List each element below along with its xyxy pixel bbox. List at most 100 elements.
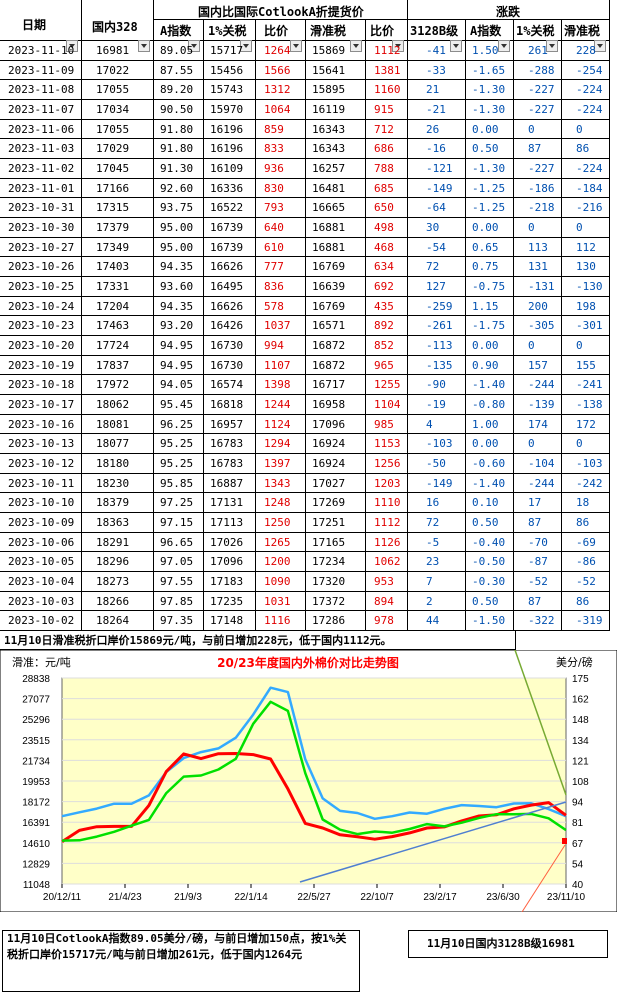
table-cell: 2023-10-19 <box>0 355 82 376</box>
filter-dropdown-button[interactable] <box>240 40 252 52</box>
table-cell: 16783 <box>204 454 256 474</box>
table-cell: 2023-10-11 <box>0 473 82 494</box>
table-cell: 2023-10-13 <box>0 434 82 455</box>
table-cell: 1112 <box>366 513 408 533</box>
y-tick-left: 16391 <box>22 818 50 829</box>
table-cell: 174 <box>514 414 562 435</box>
table-cell: 852 <box>366 336 408 356</box>
table-cell: 978 <box>366 611 408 632</box>
x-tick-label: 21/9/3 <box>174 892 202 903</box>
y-tick-left: 25296 <box>22 715 50 726</box>
table-cell: -218 <box>514 198 562 219</box>
table-cell: 18062 <box>82 395 154 415</box>
header-sliding-label: 滑准税 <box>310 24 347 38</box>
table-cell: 30 <box>408 218 466 238</box>
table-cell: -1.65 <box>466 60 514 81</box>
header-ratio1: 比价 <box>256 20 306 41</box>
table-cell: 1248 <box>256 493 306 514</box>
table-cell: 17724 <box>82 336 154 356</box>
table-cell: 18296 <box>82 552 154 573</box>
table-cell: -5 <box>408 532 466 553</box>
table-cell: 95.00 <box>154 237 204 258</box>
table-cell: 1244 <box>256 395 306 415</box>
table-cell: 18180 <box>82 454 154 474</box>
table-cell: 2023-10-25 <box>0 277 82 297</box>
table-cell: -135 <box>408 355 466 376</box>
table-cell: 1294 <box>256 434 306 455</box>
table-cell: -216 <box>562 198 610 219</box>
table-cell: 0.00 <box>466 434 514 455</box>
table-cell: 91.80 <box>154 139 204 159</box>
filter-dropdown-button[interactable] <box>350 40 362 52</box>
table-cell: 0.50 <box>466 513 514 533</box>
table-cell: 1.00 <box>466 414 514 435</box>
filter-dropdown-button[interactable] <box>450 40 462 52</box>
filter-dropdown-button[interactable] <box>546 40 558 52</box>
table-cell: -130 <box>562 277 610 297</box>
table-cell: 18077 <box>82 434 154 455</box>
table-cell: -186 <box>514 178 562 199</box>
table-cell: 16571 <box>306 316 366 337</box>
table-cell: 16717 <box>306 375 366 396</box>
table-cell: 1265 <box>256 532 306 553</box>
table-cell: 16739 <box>204 218 256 238</box>
table-cell: -139 <box>514 395 562 415</box>
table-cell: 2023-10-10 <box>0 493 82 514</box>
table-cell: 16924 <box>306 454 366 474</box>
table-cell: 953 <box>366 572 408 592</box>
table-cell: -0.50 <box>466 552 514 573</box>
table-cell: -244 <box>514 473 562 494</box>
table-cell: 16957 <box>204 414 256 435</box>
table-cell: 200 <box>514 296 562 317</box>
table-cell: -227 <box>514 80 562 100</box>
table-cell: 95.25 <box>154 434 204 455</box>
table-cell: -305 <box>514 316 562 337</box>
table-cell: 16924 <box>306 434 366 455</box>
table-cell: 16336 <box>204 178 256 199</box>
filter-dropdown-button[interactable] <box>594 40 606 52</box>
table-cell: 96.65 <box>154 532 204 553</box>
table-cell: 0 <box>562 218 610 238</box>
table-cell: 2023-10-30 <box>0 218 82 238</box>
table-cell: 15456 <box>204 60 256 81</box>
table-cell: 16343 <box>306 139 366 159</box>
table-cell: -103 <box>562 454 610 474</box>
table-cell: 2023-11-01 <box>0 178 82 199</box>
header-date: 日期 <box>0 0 82 41</box>
filter-dropdown-button[interactable] <box>392 40 404 52</box>
table-cell: -19 <box>408 395 466 415</box>
table-cell: -301 <box>562 316 610 337</box>
header-domestic: 国内328 <box>82 0 154 41</box>
table-cell: -288 <box>514 60 562 81</box>
table-cell: 15641 <box>306 60 366 81</box>
table-cell: 1343 <box>256 473 306 494</box>
table-cell: 16730 <box>204 336 256 356</box>
filter-dropdown-button[interactable] <box>66 40 78 52</box>
table-cell: 0 <box>562 434 610 455</box>
filter-dropdown-button[interactable] <box>188 40 200 52</box>
table-cell: 95.45 <box>154 395 204 415</box>
table-cell: 16626 <box>204 296 256 317</box>
table-cell: 17096 <box>306 414 366 435</box>
table-cell: -0.40 <box>466 532 514 553</box>
filter-dropdown-button[interactable] <box>138 40 150 52</box>
table-cell: 17022 <box>82 60 154 81</box>
table-cell: 1160 <box>366 80 408 100</box>
table-cell: -69 <box>562 532 610 553</box>
table-cell: 17034 <box>82 100 154 120</box>
table-cell: 18291 <box>82 532 154 553</box>
series-line-red_line <box>61 752 567 843</box>
table-cell: 16872 <box>306 355 366 376</box>
table-cell: 15970 <box>204 100 256 120</box>
y-tick-left: 11048 <box>23 880 51 891</box>
table-cell: 17183 <box>204 572 256 592</box>
table-cell: 15895 <box>306 80 366 100</box>
y-axis-right-label: 美分/磅 <box>556 655 593 669</box>
table-cell: -0.60 <box>466 454 514 474</box>
filter-dropdown-button[interactable] <box>498 40 510 52</box>
table-cell: 18273 <box>82 572 154 592</box>
table-cell: 17131 <box>204 493 256 514</box>
table-cell: 2023-10-05 <box>0 552 82 573</box>
table-cell: 17320 <box>306 572 366 592</box>
filter-dropdown-button[interactable] <box>290 40 302 52</box>
